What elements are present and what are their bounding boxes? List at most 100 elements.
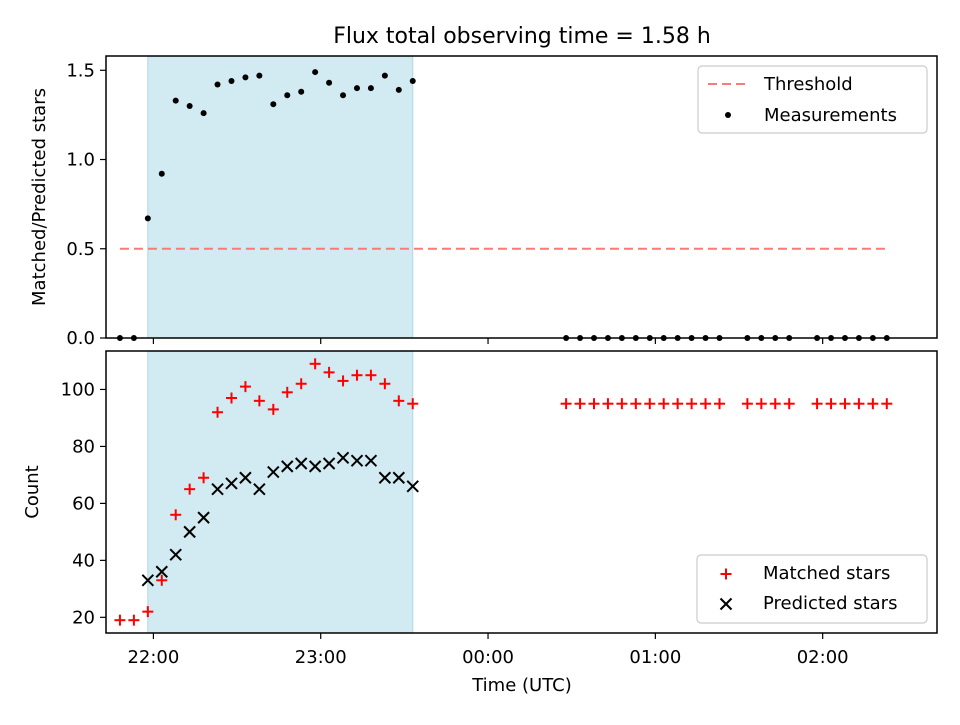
bottom-panel: 20 40 60 80 100 22:00 23:00 00:00 01:00 02:00 Coun… (22, 350, 938, 668)
matched-star-point (114, 614, 126, 626)
matched-star-point (323, 366, 335, 378)
predicted-star-stroke (267, 465, 280, 479)
predicted-star-stroke (169, 548, 182, 561)
predicted-star-point (169, 548, 182, 561)
y-axis-label: Matched/Predicted stars (29, 88, 50, 306)
predicted-star-point (406, 480, 419, 493)
x-tick-label: 22:00 (127, 647, 179, 668)
measurement-point (172, 97, 179, 104)
matched-star-point (574, 398, 586, 410)
measurement-point (298, 88, 305, 95)
measurement-point (312, 69, 319, 76)
predicted-star-point (350, 454, 364, 467)
predicted-star-stroke (239, 471, 252, 484)
measurement-point (381, 72, 388, 79)
predicted-star-stroke (253, 482, 266, 496)
matched-star-point (253, 395, 265, 407)
matched-star-point (755, 398, 767, 410)
measurement-point (353, 85, 360, 92)
matched-star-point (407, 398, 419, 410)
matched-star-point (881, 398, 893, 410)
measurement-point (242, 74, 249, 81)
legend-measurements-swatch (725, 112, 731, 118)
x-tick-label: 02:00 (797, 647, 849, 668)
legend-box (697, 65, 928, 134)
measurement-point (256, 72, 263, 79)
series-markers (116, 69, 890, 341)
matched-star-point (867, 398, 879, 410)
matched-star-point (212, 406, 224, 418)
matched-star-point (156, 574, 168, 586)
matched-star-point (351, 369, 363, 381)
matched-star-point (839, 398, 851, 410)
legend-predicted-stroke (719, 597, 733, 611)
matched-star-point (644, 398, 656, 410)
matched-star-point (602, 398, 614, 410)
matched-star-point (741, 398, 753, 410)
predicted-star-point (308, 460, 322, 473)
predicted-star-point (141, 574, 155, 587)
observing-window-span (147, 55, 414, 339)
predicted-star-point (267, 465, 280, 479)
y-tick-label: 1.0 (66, 150, 95, 171)
matched-star-point (267, 403, 279, 415)
matched-star-point (393, 395, 405, 407)
measurement-point (284, 92, 291, 99)
axes-frame (105, 55, 938, 339)
x-tick-label: 00:00 (462, 647, 514, 668)
matched-star-point (128, 614, 140, 626)
matched-star-point (170, 509, 182, 521)
legend-matched-swatch (720, 568, 732, 580)
measurement-point (158, 170, 165, 177)
measurement-point (214, 81, 221, 88)
predicted-star-stroke (225, 477, 238, 490)
predicted-star-stroke (378, 471, 392, 484)
predicted-star-point (392, 471, 406, 484)
predicted-star-stroke (155, 565, 168, 578)
matched-star-point (769, 398, 781, 410)
matched-star-point (811, 398, 823, 410)
legend-predicted-label: Predicted stars (763, 593, 897, 614)
predicted-star-point (225, 477, 238, 490)
matched-star-point (672, 398, 684, 410)
y-tick-label: 0.0 (66, 328, 95, 349)
legend: Matched stars Predicted stars (696, 554, 928, 624)
measurement-point (367, 85, 374, 92)
legend: Threshold Measurements (697, 65, 928, 134)
predicted-star-stroke (183, 525, 196, 539)
matched-star-point (825, 398, 837, 410)
matched-star-point (281, 386, 293, 398)
predicted-star-point (253, 482, 266, 496)
matched-star-point (658, 398, 670, 410)
measurement-point (395, 86, 402, 93)
predicted-star-stroke (281, 460, 294, 473)
y-tick-label: 1.5 (66, 60, 95, 81)
predicted-star-point (378, 471, 392, 484)
predicted-star-point (239, 471, 252, 484)
y-tick-label: 60 (72, 493, 95, 514)
matched-star-point (295, 378, 307, 390)
predicted-star-point (364, 454, 378, 467)
matched-star-point (588, 398, 600, 410)
predicted-star-stroke (406, 480, 419, 493)
matched-star-point (239, 381, 251, 393)
legend-matched-label: Matched stars (763, 563, 890, 584)
predicted-star-point (183, 525, 196, 539)
matched-star-point (379, 378, 391, 390)
matched-star-point (184, 483, 196, 495)
legend-measurements-label: Measurements (764, 105, 897, 126)
observing-window-span (147, 350, 414, 634)
y-tick-label: 20 (72, 607, 95, 628)
predicted-star-stroke (308, 460, 322, 473)
x-tick-label: 01:00 (629, 647, 681, 668)
chart-title: Flux total observing time = 1.58 h (333, 24, 711, 49)
measurement-point (326, 79, 333, 86)
predicted-star-point (155, 565, 168, 578)
y-axis-label: Count (22, 465, 43, 518)
y-tick-label: 80 (72, 436, 95, 457)
measurement-point (144, 215, 151, 222)
measurement-point (409, 77, 416, 84)
top-panel: 0.0 0.5 1.0 1.5 Matched/Predicted stars Thres… (29, 55, 938, 349)
